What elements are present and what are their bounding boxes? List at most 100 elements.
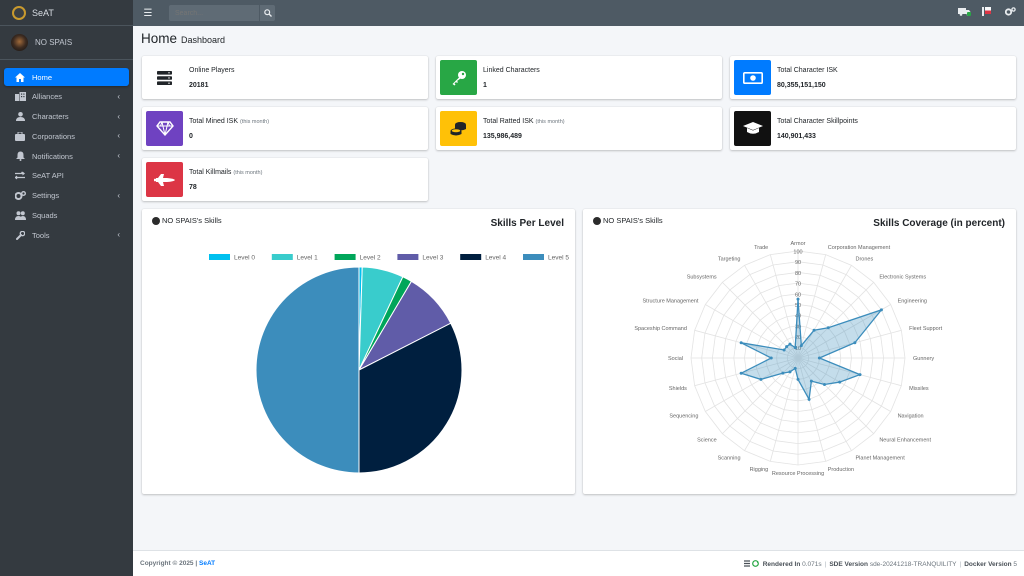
language-flag-icon[interactable] <box>982 7 994 18</box>
info-box-total-ratted-isk: Total Ratted ISK (this month) 135,986,48… <box>436 107 722 150</box>
radar-point[interactable] <box>822 382 826 386</box>
skills-coverage-card: NO SPAIS's Skills Skills Coverage (in pe… <box>583 209 1016 494</box>
content-header: Home Dashboard <box>141 31 225 46</box>
skills-per-level-card: NO SPAIS's Skills Skills Per Level Level… <box>142 209 575 494</box>
chevron-left-icon: ‹ <box>117 91 120 101</box>
settings-cogs-icon[interactable] <box>1004 7 1016 18</box>
sidebar-item-corporations[interactable]: Corporations ‹ <box>4 127 129 145</box>
brand[interactable]: SeAT <box>0 0 133 26</box>
radar-tick-label: 90 <box>795 260 801 266</box>
legend-label[interactable]: Level 0 <box>234 255 255 262</box>
radar-point[interactable] <box>858 373 862 377</box>
character-label[interactable]: NO SPAIS's Skills <box>152 216 222 225</box>
rendered-value: 0.071s <box>802 561 822 568</box>
sidebar-item-alliances[interactable]: Alliances ‹ <box>4 88 129 106</box>
legend-label[interactable]: Level 1 <box>297 255 318 262</box>
menu-toggle-icon[interactable]: ☰ <box>143 7 153 19</box>
avatar <box>11 34 28 51</box>
chevron-left-icon: ‹ <box>117 131 120 141</box>
radar-point[interactable] <box>739 341 743 345</box>
radar-point[interactable] <box>807 397 811 401</box>
sidebar-item-label: Corporations <box>32 131 75 141</box>
user-panel[interactable]: NO SPAIS <box>0 26 133 60</box>
chevron-left-icon: ‹ <box>117 151 120 161</box>
radar-tick-label: 70 <box>795 282 801 288</box>
sidebar-item-label: Squads <box>32 211 58 221</box>
radar-category-label: Electronic Systems <box>879 275 926 281</box>
radar-point[interactable] <box>826 326 830 330</box>
info-label: Total Mined ISK <box>189 117 239 125</box>
radar-category-label: Armor <box>791 241 806 247</box>
legend-label[interactable]: Level 2 <box>360 255 381 262</box>
radar-category-label: Subsystems <box>687 275 717 281</box>
radar-point[interactable] <box>739 371 743 375</box>
chevron-left-icon: ‹ <box>117 230 120 240</box>
docker-label: Docker Version <box>964 561 1012 568</box>
radar-spoke <box>797 357 874 434</box>
character-name: NO SPAIS's Skills <box>603 216 663 225</box>
radar-category-label: Rigging <box>750 467 769 473</box>
radar-point[interactable] <box>788 342 792 346</box>
pie-slice[interactable] <box>255 266 360 474</box>
docker-value: 5 <box>1013 561 1017 568</box>
sidebar-item-label: Tools <box>32 230 50 240</box>
radar-spoke <box>722 282 799 359</box>
radar-spoke <box>694 357 799 387</box>
search-button[interactable] <box>259 5 275 21</box>
radar-point[interactable] <box>781 371 785 375</box>
search-input[interactable] <box>169 5 259 21</box>
radar-point[interactable] <box>809 379 813 383</box>
radar-point[interactable] <box>796 377 800 381</box>
radar-point[interactable] <box>799 344 803 348</box>
radar-point[interactable] <box>817 356 821 360</box>
radar-point[interactable] <box>769 356 773 360</box>
legend-label[interactable]: Level 3 <box>422 255 443 262</box>
pie-slice[interactable] <box>358 322 463 474</box>
sidebar-item-label: SeAT API <box>32 171 64 181</box>
legend-swatch[interactable] <box>397 254 419 260</box>
sidebar-item-squads[interactable]: Squads <box>4 207 129 225</box>
radar-tick-label: 10 <box>795 346 801 352</box>
sidebar-item-seat-api[interactable]: SeAT API <box>4 167 129 185</box>
queue-status-icon[interactable] <box>958 7 971 18</box>
radar-point[interactable] <box>838 380 842 384</box>
radar-spoke <box>797 357 827 462</box>
card-title: Skills Coverage (in percent) <box>873 218 1005 229</box>
sidebar-item-characters[interactable]: Characters ‹ <box>4 108 129 126</box>
radar-point[interactable] <box>782 348 786 352</box>
radar-point[interactable] <box>785 345 789 349</box>
legend-swatch[interactable] <box>271 254 293 260</box>
character-label[interactable]: NO SPAIS's Skills <box>593 216 663 225</box>
legend-label[interactable]: Level 5 <box>548 255 569 262</box>
legend-swatch[interactable] <box>523 254 544 260</box>
radar-point[interactable] <box>879 308 883 312</box>
radar-spoke <box>797 304 891 359</box>
sidebar-item-notifications[interactable]: Notifications ‹ <box>4 147 129 165</box>
radar-point[interactable] <box>759 377 763 381</box>
radar-point[interactable] <box>793 366 797 370</box>
sidebar-item-home[interactable]: Home <box>4 68 129 86</box>
radar-category-label: Fleet Support <box>909 326 942 332</box>
legend-label[interactable]: Level 4 <box>485 255 506 262</box>
legend-swatch[interactable] <box>334 254 356 260</box>
sidebar-item-tools[interactable]: Tools ‹ <box>4 226 129 244</box>
radar-point[interactable] <box>812 328 816 332</box>
info-box-total-killmails: Total Killmails (this month) 78 <box>142 158 428 201</box>
radar-point[interactable] <box>788 370 792 374</box>
legend-swatch[interactable] <box>209 254 230 260</box>
seat-link[interactable]: SeAT <box>199 560 216 567</box>
radar-point[interactable] <box>793 346 797 350</box>
legend-swatch[interactable] <box>460 254 482 260</box>
topbar: ☰ <box>133 0 1024 26</box>
info-value: 140,901,433 <box>777 132 816 140</box>
info-value: 135,986,489 <box>483 132 522 140</box>
sidebar-item-settings[interactable]: Settings ‹ <box>4 187 129 205</box>
radar-category-label: Drones <box>856 256 874 262</box>
radar-point[interactable] <box>853 341 857 345</box>
radar-point[interactable] <box>796 297 800 301</box>
search-icon <box>263 9 272 17</box>
search-form <box>169 5 275 21</box>
home-icon <box>13 72 27 82</box>
info-label: Total Character Skillpoints <box>777 117 858 125</box>
exchange-icon <box>13 171 27 180</box>
